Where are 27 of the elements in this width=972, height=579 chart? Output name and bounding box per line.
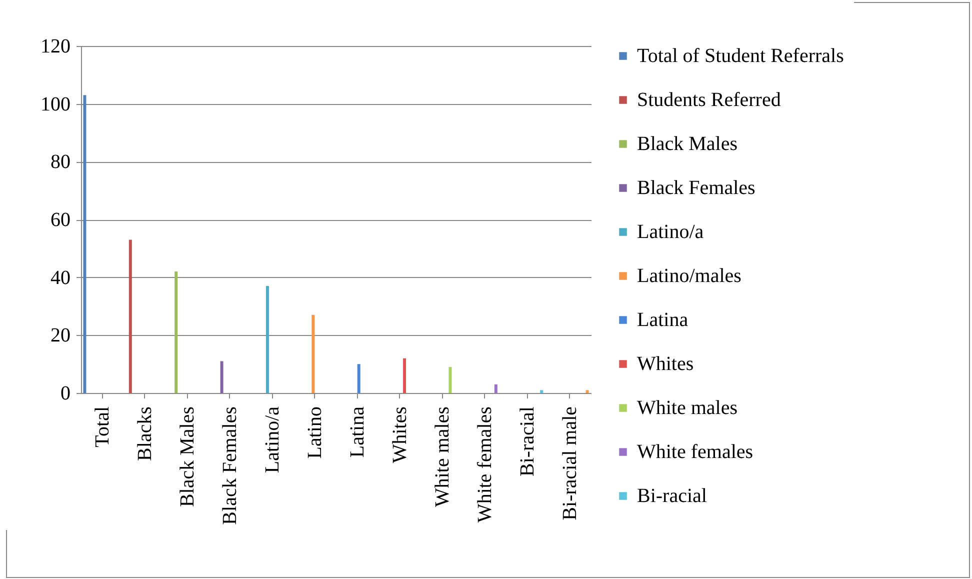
y-tick-label: 40: [50, 266, 70, 289]
legend-label: Latino/a: [637, 221, 704, 243]
x-tick-label: Black Females: [218, 406, 241, 525]
x-tick-label: White females: [474, 406, 496, 523]
x-tick-label: Latino/a: [261, 406, 284, 474]
y-tick-label: 120: [40, 36, 70, 58]
legend-label: Students Referred: [637, 89, 781, 111]
x-tick-label: Total: [91, 406, 114, 448]
x-tick-label: Latino: [304, 406, 326, 459]
x-tick-label: Whites: [388, 406, 411, 464]
legend-label: Black Males: [637, 133, 738, 155]
x-tick-label: Bi-racial male: [558, 406, 581, 520]
y-tick-label: 20: [50, 324, 70, 347]
y-tick-label: 60: [50, 209, 70, 231]
legend-label: Total of Student Referrals: [637, 45, 844, 67]
y-tick-label: 80: [50, 151, 70, 174]
x-tick-label: Black Males: [176, 406, 198, 508]
x-tick-label: White males: [431, 406, 454, 508]
x-tick-label: Bi-racial: [516, 406, 538, 476]
legend-label: Whites: [637, 353, 694, 375]
y-tick-label: 100: [40, 93, 70, 116]
x-tick-label: Latina: [346, 406, 368, 458]
legend-label: Black Females: [637, 177, 756, 199]
y-tick-label: 0: [60, 382, 70, 404]
x-tick-label: Blacks: [134, 406, 156, 461]
legend-label: Latino/males: [637, 265, 742, 287]
legend-label: Latina: [637, 309, 688, 331]
